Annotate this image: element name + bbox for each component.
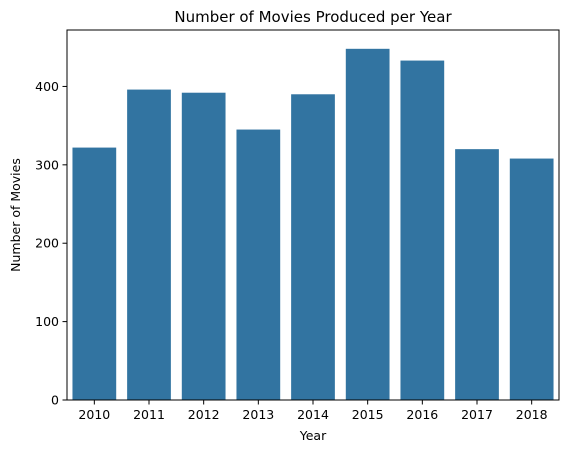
x-tick-label: 2014 (297, 407, 329, 422)
bar-2015 (345, 48, 390, 400)
x-tick-label: 2011 (133, 407, 165, 422)
x-tick-label: 2015 (352, 407, 384, 422)
bar-2011 (127, 89, 171, 401)
y-tick-label: 100 (35, 314, 59, 329)
bar-2014 (291, 94, 335, 400)
bar-2017 (455, 149, 499, 400)
x-axis-ticks: 2010 2011 2012 2013 2014 2015 2016 2017 2018 (78, 400, 548, 422)
x-tick-label: 2016 (406, 407, 438, 422)
bar-2012 (181, 92, 226, 401)
bar-2018 (509, 158, 554, 400)
x-tick-label: 2013 (242, 407, 274, 422)
bars-group (72, 48, 554, 401)
y-tick-label: 400 (35, 79, 59, 94)
y-tick-label: 200 (35, 236, 59, 251)
y-tick-label: 300 (35, 157, 59, 172)
bar-2016 (400, 60, 445, 401)
x-tick-label: 2010 (78, 407, 110, 422)
bar-2013 (236, 129, 281, 400)
y-axis-ticks: 0 100 200 300 400 (35, 79, 67, 408)
y-tick-label: 0 (51, 393, 59, 408)
y-axis-label: Number of Movies (8, 158, 23, 272)
x-tick-label: 2017 (461, 407, 493, 422)
x-tick-label: 2012 (188, 407, 220, 422)
x-tick-label: 2018 (516, 407, 548, 422)
chart-title: Number of Movies Produced per Year (174, 8, 452, 26)
x-axis-label: Year (299, 428, 327, 443)
bar-2010 (72, 147, 117, 400)
